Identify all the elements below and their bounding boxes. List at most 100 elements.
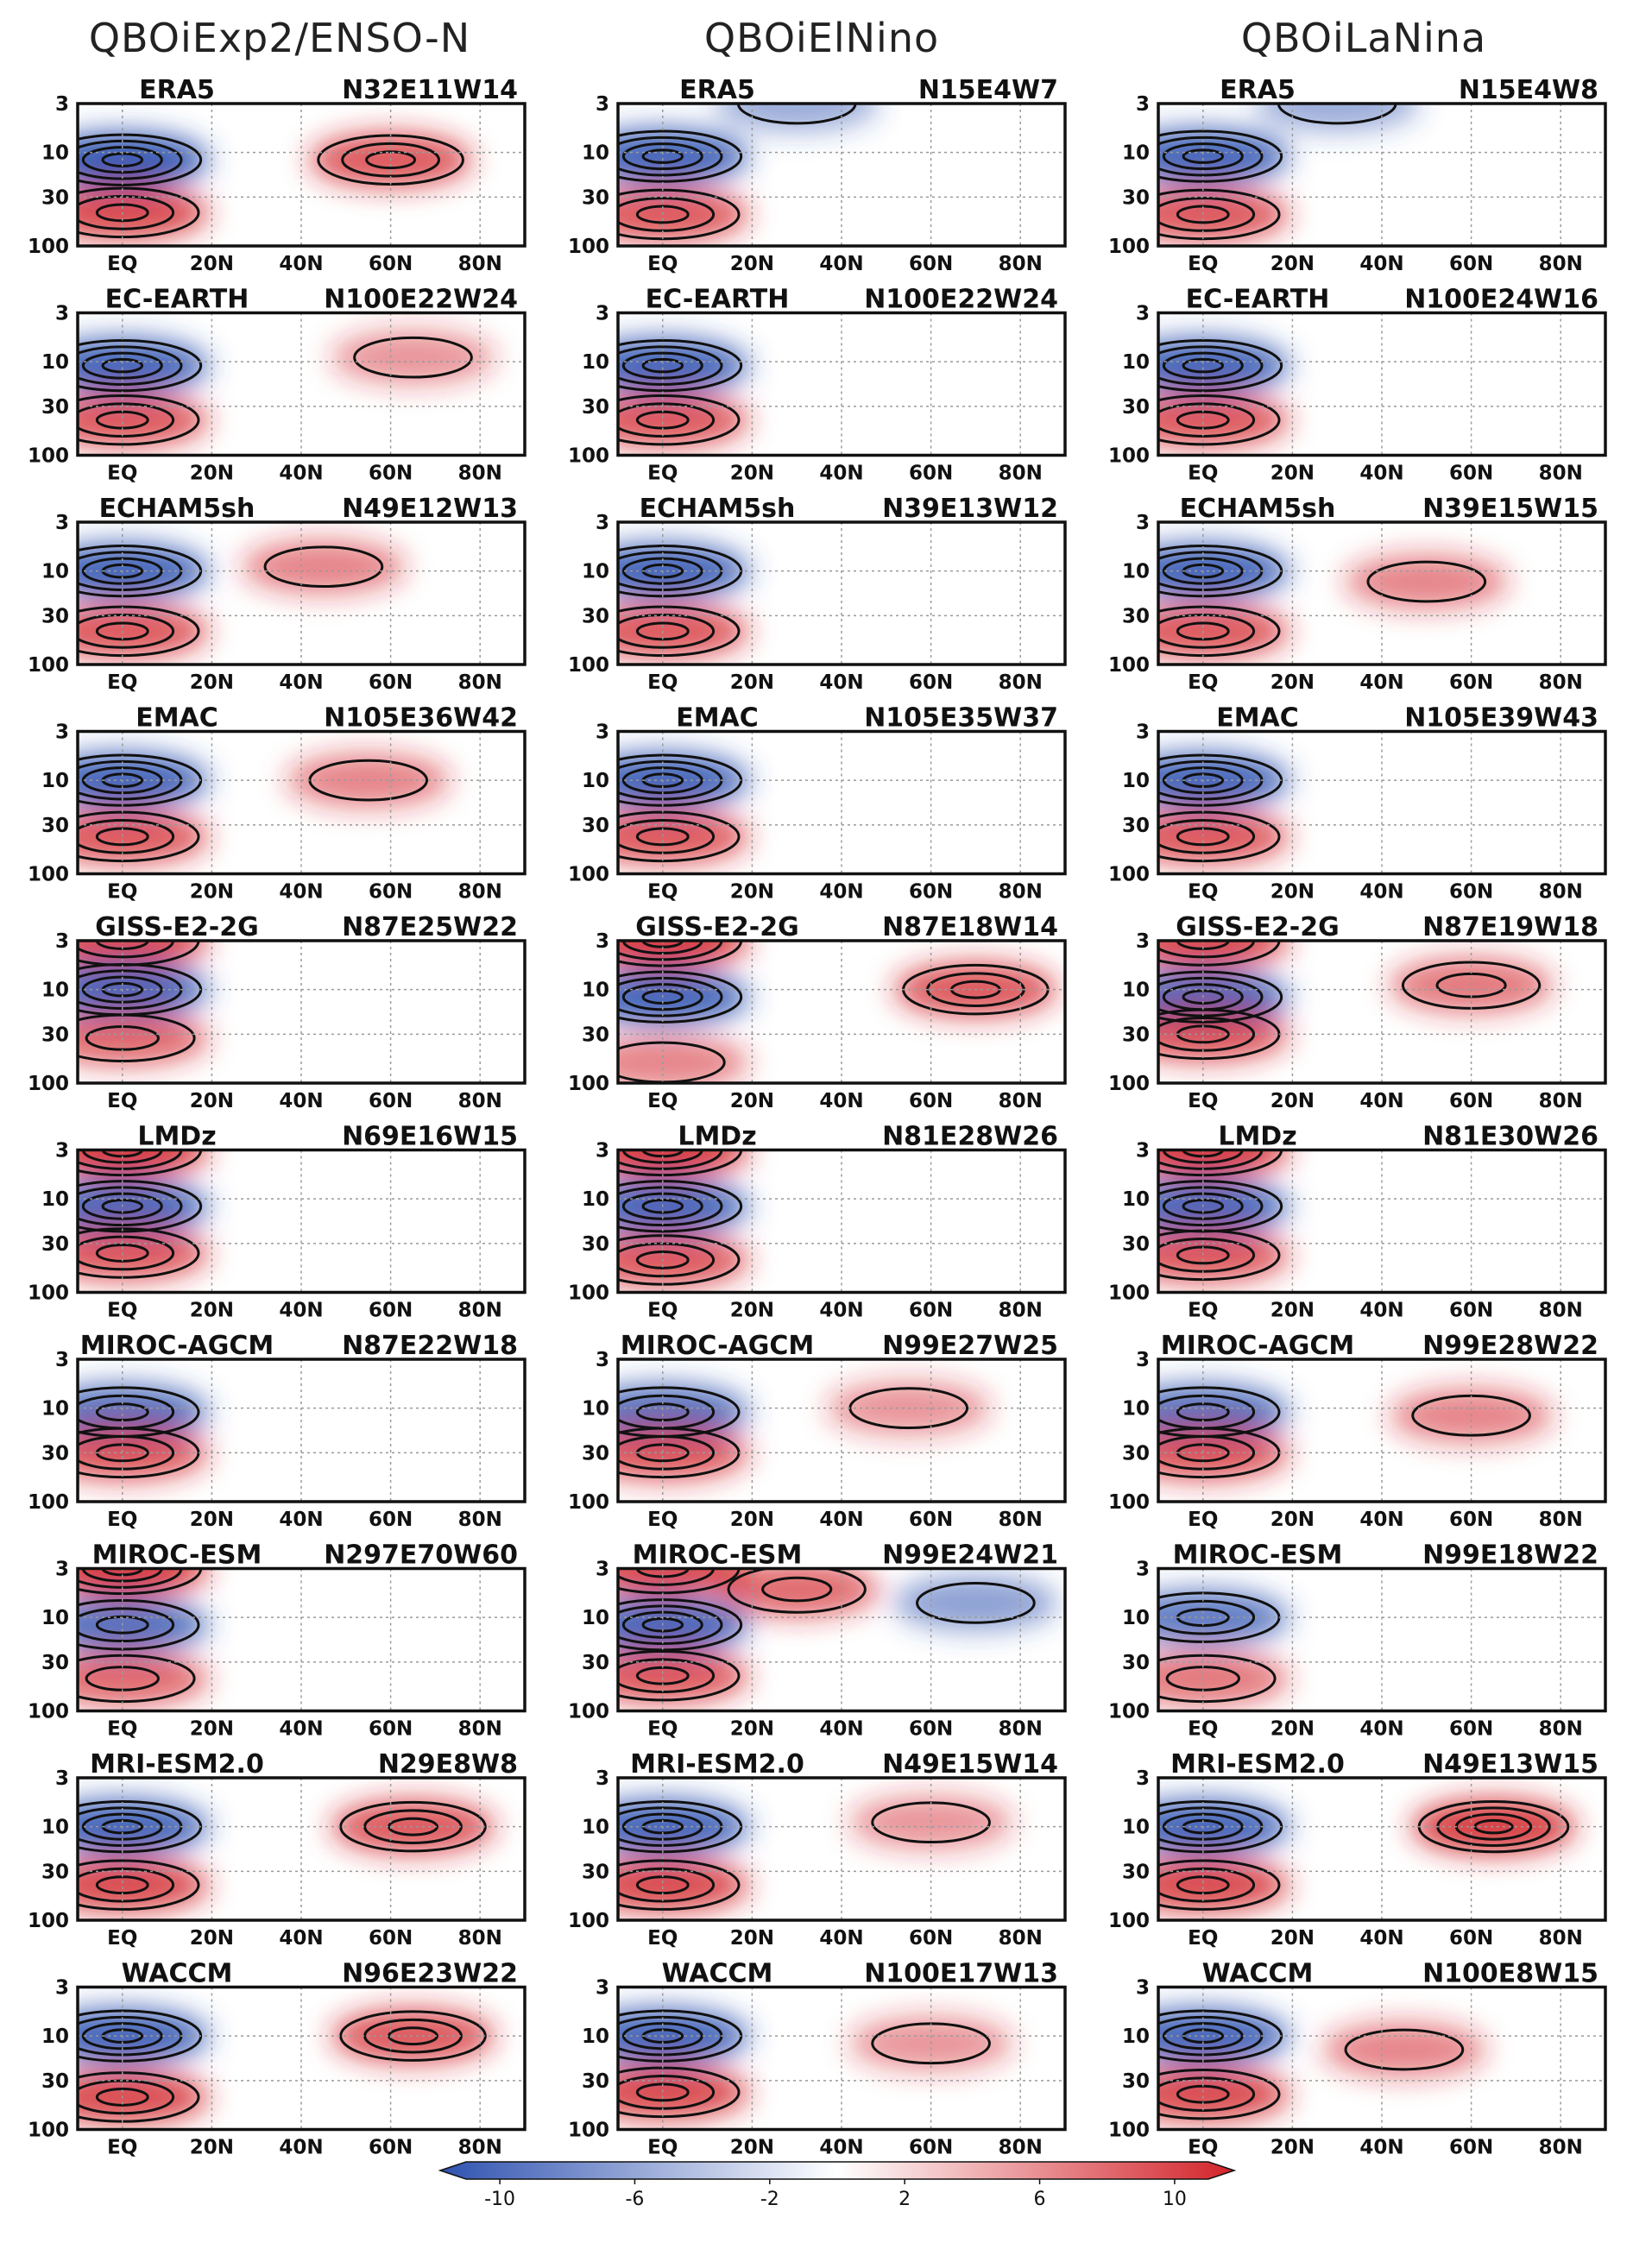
x-tick-label: 40N	[1359, 2137, 1403, 2159]
y-tick-label: 30	[1122, 1861, 1150, 1883]
y-tick-label: 10	[41, 1607, 69, 1629]
x-tick-label: 40N	[1359, 1927, 1403, 1950]
contour-line	[78, 339, 203, 393]
y-tick-label: 3	[55, 1977, 69, 2000]
colorbar-tick-label: -10	[484, 2189, 515, 2210]
x-tick-label: 80N	[458, 2137, 502, 2159]
x-tick-label: EQ	[107, 671, 137, 694]
x-tick-label: EQ	[1188, 1509, 1218, 1531]
panel-count-label: N105E35W37	[864, 703, 1058, 734]
y-tick-label: 10	[41, 770, 69, 792]
panel-count-label: N100E8W15	[1422, 1959, 1598, 1989]
y-tick-label: 3	[55, 721, 69, 744]
x-tick-label: EQ	[1188, 463, 1218, 485]
x-tick-label: 60N	[909, 463, 953, 485]
contour-line	[621, 142, 703, 171]
contour-line	[727, 1568, 867, 1614]
panel-count-label: N81E28W26	[882, 1122, 1058, 1152]
panel: MIROC-AGCM N99E27W25 3 10 30 100 EQ 20N 40N 60N 80…	[568, 1331, 1067, 1531]
y-tick-label: 30	[582, 2070, 609, 2093]
contour-line	[1158, 345, 1264, 386]
x-tick-label: EQ	[107, 253, 137, 275]
panel-model-name: MIROC-ESM	[633, 1540, 803, 1571]
x-tick-label: 20N	[190, 2137, 234, 2159]
y-tick-label: 30	[582, 1652, 609, 1674]
panel-model-name: EMAC	[136, 703, 218, 734]
contour-line	[365, 150, 417, 170]
panel-model-name: ERA5	[679, 75, 755, 105]
y-tick-label: 30	[582, 1442, 609, 1465]
x-tick-label: 60N	[1449, 1300, 1493, 1322]
anomaly-shading	[618, 2064, 749, 2120]
x-tick-label: 60N	[909, 253, 953, 275]
contour-line	[618, 129, 743, 183]
x-tick-label: EQ	[647, 1718, 678, 1741]
y-tick-label: 10	[1122, 1817, 1150, 1839]
x-tick-label: 80N	[1539, 1090, 1583, 1112]
x-tick-label: 60N	[909, 671, 953, 694]
contour-line	[916, 1582, 1036, 1624]
y-tick-label: 10	[1122, 1398, 1150, 1421]
x-tick-label: 20N	[730, 463, 774, 485]
plot-frame	[616, 729, 1067, 876]
anomaly-shading	[78, 185, 209, 241]
plot-frame	[1157, 729, 1607, 876]
x-tick-label: EQ	[1188, 671, 1218, 694]
panel: MRI-ESM2.0 N29E8W8 3 10 30 100 EQ 20N 40N 60N 80N	[28, 1749, 526, 1950]
x-tick-label: 80N	[458, 881, 502, 904]
y-tick-label: 100	[568, 864, 609, 886]
x-tick-label: EQ	[647, 881, 678, 904]
contour-line	[388, 1817, 438, 1836]
y-tick-label: 30	[1122, 186, 1150, 209]
panel-count-label: N32E11W14	[342, 75, 518, 105]
y-tick-label: 100	[568, 2120, 609, 2142]
x-tick-label: 20N	[730, 253, 774, 275]
anomaly-shading	[78, 1597, 209, 1653]
contour-line	[353, 336, 473, 379]
plot-frame	[616, 939, 1067, 1085]
panel-count-label: N105E39W43	[1404, 703, 1598, 734]
panel-model-name: EC-EARTH	[1186, 285, 1330, 315]
x-tick-label: 60N	[369, 671, 413, 694]
contour-line	[1158, 339, 1283, 393]
y-tick-label: 10	[1122, 142, 1150, 165]
panel-grid: ERA5 N32E11W14 3 10 30 100 EQ 20N 40N 60N 80N ERA5 N…	[28, 75, 1607, 2159]
panel-count-label: N100E22W24	[324, 285, 518, 315]
panel-count-label: N99E27W25	[882, 1331, 1058, 1361]
x-tick-label: 60N	[369, 2137, 413, 2159]
contour-line	[736, 104, 857, 125]
panel: MIROC-ESM N297E70W60 3 10 30 100 EQ 20N 40N 60N 80…	[28, 1540, 526, 1741]
y-tick-label: 30	[582, 186, 609, 209]
x-tick-label: 20N	[190, 463, 234, 485]
y-tick-label: 100	[1108, 654, 1150, 677]
panel: MIROC-ESM N99E18W22 3 10 30 100 EQ 20N 40N 60N 80N	[1108, 1540, 1607, 1741]
panel: EMAC N105E36W42 3 10 30 100 EQ 20N 40N 60N 80N	[28, 703, 526, 904]
contour-line	[1344, 2028, 1465, 2071]
x-tick-label: 80N	[999, 2137, 1043, 2159]
y-tick-label: 100	[568, 1073, 609, 1095]
x-tick-label: 40N	[1359, 1090, 1403, 1112]
x-tick-label: 40N	[279, 881, 323, 904]
x-tick-label: 40N	[1359, 671, 1403, 694]
y-tick-label: 10	[41, 2025, 69, 2048]
anomaly-shading	[1158, 1590, 1289, 1646]
y-tick-label: 100	[1108, 1282, 1150, 1305]
y-tick-label: 10	[41, 980, 69, 1002]
plot-frame	[1157, 311, 1607, 457]
x-tick-label: 80N	[999, 1509, 1043, 1531]
anomaly-shading	[331, 2008, 495, 2064]
y-tick-label: 10	[41, 561, 69, 583]
x-tick-label: 80N	[999, 671, 1043, 694]
x-tick-label: 60N	[1449, 671, 1493, 694]
contour-line	[339, 1800, 487, 1853]
panel-model-name: GISS-E2-2G	[635, 912, 798, 942]
x-tick-label: 20N	[1270, 1927, 1315, 1950]
x-tick-label: 80N	[458, 671, 502, 694]
plot-frame	[76, 1148, 526, 1295]
anomaly-shading	[1158, 1425, 1289, 1481]
x-tick-label: 40N	[1359, 1509, 1403, 1531]
x-tick-label: EQ	[647, 463, 678, 485]
x-tick-label: 60N	[1449, 2137, 1493, 2159]
panel-model-name: LMDz	[137, 1122, 216, 1152]
x-tick-label: 40N	[1359, 463, 1403, 485]
